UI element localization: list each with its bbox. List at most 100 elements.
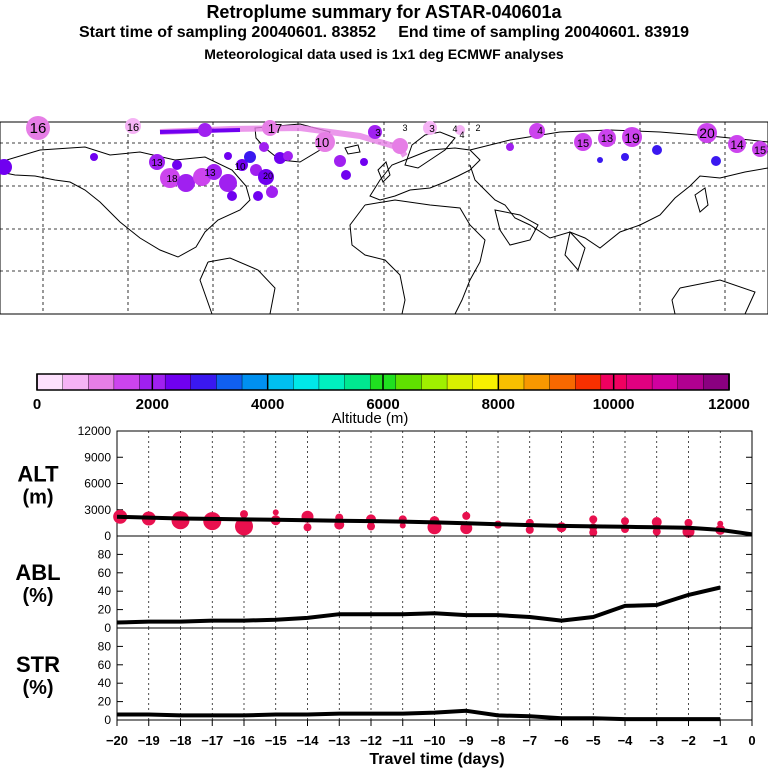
- x-tick-label: −16: [233, 733, 255, 748]
- plume-dot: [177, 174, 195, 192]
- altitude-marker: [398, 515, 407, 524]
- map-day-label: 2: [475, 123, 480, 133]
- x-tick-label: −4: [618, 733, 634, 748]
- panel-unit: (%): [22, 585, 53, 607]
- altitude-marker: [494, 520, 502, 529]
- map-day-label: 19: [624, 130, 640, 146]
- altitude-marker: [621, 517, 629, 526]
- altitude-marker: [203, 512, 222, 531]
- x-tick-label: −1: [713, 733, 728, 748]
- plume-dot: [0, 159, 12, 175]
- plume-dot: [506, 143, 514, 151]
- colorbar-cell: [575, 373, 602, 391]
- map-day-label: 4: [452, 124, 457, 134]
- altitude-marker: [651, 517, 662, 527]
- panel-frame: [116, 627, 753, 721]
- altitude-marker: [525, 518, 534, 527]
- map-day-label: 3: [429, 124, 435, 135]
- plume-dot: [392, 138, 408, 154]
- x-tick-label: −11: [392, 733, 413, 748]
- colorbar-tick-label: 10000: [593, 396, 635, 413]
- x-tick-label: −9: [459, 733, 474, 748]
- coast-british-isles: [377, 161, 391, 183]
- y-tick-label: 0: [104, 529, 111, 543]
- x-tick-label: −15: [265, 733, 287, 748]
- plume-dot: [574, 133, 592, 151]
- altitude-marker: [171, 511, 190, 530]
- plume-dot: [259, 142, 269, 152]
- x-tick-label: −3: [649, 733, 664, 748]
- map-gridlines: [0, 122, 768, 314]
- map-day-label: 4: [537, 126, 543, 137]
- x-tick-label: −10: [423, 733, 445, 748]
- panel-frame: [116, 535, 753, 629]
- colorbar-cell: [241, 373, 269, 391]
- altitude-marker: [399, 522, 406, 529]
- map-day-label: 16: [127, 122, 139, 134]
- map-day-label: 15: [577, 138, 589, 150]
- colorbar-cell: [216, 373, 243, 391]
- altitude-marker: [715, 524, 726, 535]
- coast-arabia: [494, 209, 539, 246]
- plume-dot: [315, 132, 335, 152]
- meteo-data-line: Meteorological data used is 1x1 deg ECMW…: [204, 46, 564, 62]
- x-tick-label: −19: [138, 733, 160, 748]
- map-day-label: 10: [234, 162, 246, 173]
- x-tick-label: −7: [522, 733, 537, 748]
- plume-trajectory-core: [159, 128, 241, 134]
- plume-dot: [529, 123, 545, 139]
- y-tick-label: 20: [98, 603, 112, 617]
- panel-label: ALT: [17, 462, 59, 487]
- x-tick-label: −6: [554, 733, 569, 748]
- altitude-marker: [335, 513, 344, 522]
- plume-dot: [334, 155, 346, 167]
- map-day-label: 15: [754, 145, 766, 157]
- altitude-marker: [525, 525, 534, 534]
- altitude-marker: [652, 527, 661, 536]
- series-line-abl: [116, 585, 721, 625]
- plume-dot: [262, 120, 278, 136]
- panel-abl: 0 20 40 60 80 ABL(%): [15, 535, 753, 635]
- x-tick-label: −8: [491, 733, 506, 748]
- altitude-marker: [141, 511, 156, 526]
- altitude-marker: [589, 528, 598, 537]
- x-axis-label: Travel time (days): [369, 751, 504, 768]
- y-tick-label: 20: [98, 695, 112, 709]
- altitude-marker: [113, 509, 128, 524]
- altitude-marker: [270, 515, 281, 526]
- altitude-marker: [366, 514, 376, 525]
- x-tick-label: −20: [106, 733, 128, 748]
- plume-dot: [652, 145, 662, 155]
- colorbar-cell: [677, 373, 705, 391]
- map-day-label: 17: [268, 121, 282, 136]
- coast-india: [564, 230, 586, 272]
- colorbar-tick-label: 6000: [366, 396, 399, 413]
- altitude-marker: [235, 517, 253, 536]
- plume-dot: [149, 154, 165, 170]
- coast-greenland: [254, 123, 331, 163]
- y-tick-label: 60: [98, 658, 112, 672]
- map-day-label: 18: [166, 174, 178, 185]
- colorbar-tick-label: 4000: [251, 396, 284, 413]
- altitude-marker: [334, 519, 345, 530]
- plume-dot: [597, 157, 603, 163]
- altitude-marker: [429, 516, 440, 527]
- plume-dot: [244, 151, 256, 163]
- altitude-marker: [682, 525, 695, 538]
- colorbar-cell: [318, 373, 346, 391]
- map-day-label: 3: [402, 123, 407, 133]
- colorbar-cell: [369, 373, 397, 391]
- plume-dot: [172, 160, 182, 170]
- altitude-marker: [272, 509, 279, 516]
- plume-dot: [711, 156, 721, 166]
- colorbar-tick-label: 12000: [708, 396, 750, 413]
- x-tick-label: −2: [681, 733, 696, 748]
- y-tick-label: 80: [98, 547, 112, 561]
- colorbar-cell: [36, 373, 64, 391]
- plume-dot: [250, 164, 262, 176]
- altitude-marker: [460, 522, 473, 535]
- x-tick-label: −12: [360, 733, 382, 748]
- colorbar-cell: [267, 373, 294, 391]
- map-frame: [0, 121, 768, 315]
